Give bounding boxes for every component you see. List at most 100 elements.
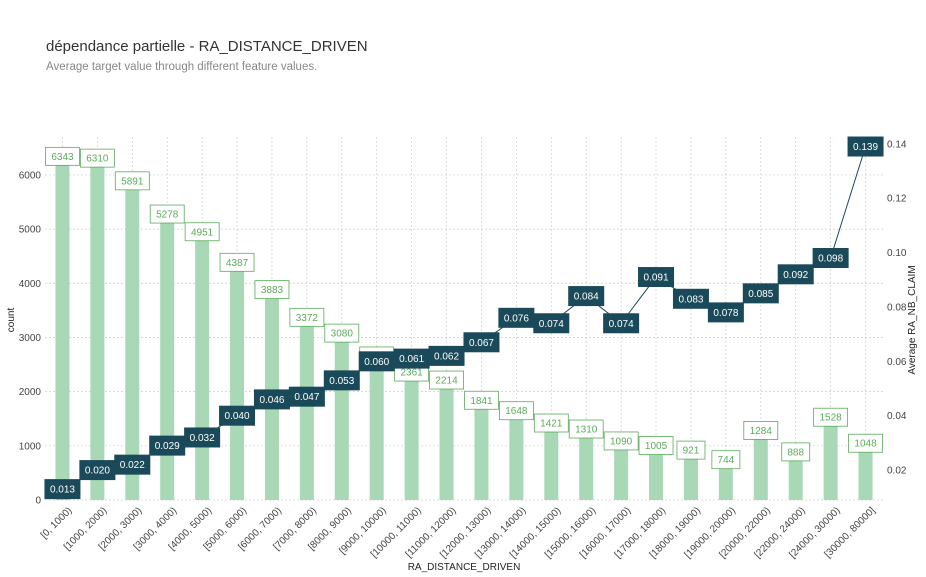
y-tick-label: 4000 <box>19 279 42 290</box>
count-label: 1841 <box>464 390 499 410</box>
svg-text:3080: 3080 <box>331 329 354 340</box>
count-label: 3080 <box>324 323 360 343</box>
svg-text:5891: 5891 <box>121 176 144 187</box>
count-label: 4951 <box>184 222 220 242</box>
svg-text:0.078: 0.078 <box>713 308 738 319</box>
svg-text:921: 921 <box>683 446 700 457</box>
x-axis-title: RA_DISTANCE_DRIVEN <box>408 562 521 573</box>
chart-title: dépendance partielle - RA_DISTANCE_DRIVE… <box>46 38 368 55</box>
svg-text:4387: 4387 <box>226 258 249 269</box>
average-label: 0.040 <box>219 405 256 426</box>
count-bar <box>614 440 629 500</box>
count-bar <box>544 423 559 500</box>
count-label: 5278 <box>149 204 185 224</box>
svg-text:0.091: 0.091 <box>644 273 669 284</box>
svg-text:0.020: 0.020 <box>85 466 110 477</box>
count-bar <box>230 262 245 500</box>
y2-tick-label: 0.08 <box>887 302 907 313</box>
svg-text:1528: 1528 <box>820 413 843 424</box>
count-label: 1090 <box>603 431 639 451</box>
y-tick-label: 0 <box>35 496 41 507</box>
svg-text:6310: 6310 <box>86 154 109 165</box>
count-label: 1048 <box>848 433 883 453</box>
y-tick-label: 1000 <box>19 441 42 452</box>
count-bar <box>683 450 698 500</box>
svg-text:4951: 4951 <box>191 227 214 238</box>
svg-text:1648: 1648 <box>505 406 528 417</box>
svg-text:0.076: 0.076 <box>504 313 529 324</box>
average-labels: 0.013 0.020 0.022 0.029 0.032 0.040 0.046 0.047… <box>44 136 884 500</box>
count-label: 4387 <box>219 252 255 272</box>
count-bar <box>509 410 524 500</box>
svg-text:5278: 5278 <box>156 210 179 221</box>
average-label: 0.053 <box>323 370 360 391</box>
count-label: 3372 <box>289 307 325 327</box>
y-tick-label: 2000 <box>19 387 42 398</box>
svg-text:0.022: 0.022 <box>120 460 145 471</box>
count-label: 3883 <box>254 280 290 300</box>
average-label: 0.092 <box>777 264 814 285</box>
count-bar <box>334 333 349 500</box>
svg-text:0.047: 0.047 <box>294 392 319 403</box>
svg-text:3883: 3883 <box>261 285 284 296</box>
svg-text:0.067: 0.067 <box>469 338 494 349</box>
average-label: 0.139 <box>847 136 884 157</box>
y2-tick-label: 0.04 <box>887 411 907 422</box>
count-label: 1528 <box>813 407 849 427</box>
y2-tick-label: 0.10 <box>887 248 907 259</box>
count-label: 6343 <box>45 146 80 166</box>
average-label: 0.047 <box>288 386 325 407</box>
count-bar <box>195 231 210 500</box>
average-label: 0.046 <box>253 389 290 410</box>
count-bar <box>299 317 314 500</box>
count-bar <box>55 156 70 501</box>
y2-tick-label: 0.06 <box>887 357 907 368</box>
y2-tick-label: 0.14 <box>887 139 907 150</box>
count-bar <box>579 429 594 500</box>
count-label: 1648 <box>498 401 534 421</box>
average-label: 0.083 <box>672 288 709 309</box>
count-label: 1421 <box>533 413 569 433</box>
y2-tick-label: 0.12 <box>887 194 907 205</box>
y2-axis-title: Average RA_NB_CLAIM <box>907 265 918 374</box>
average-label: 0.029 <box>149 435 186 456</box>
chart-subtitle: Average target value through different f… <box>46 61 318 73</box>
svg-text:888: 888 <box>787 447 804 458</box>
count-bar <box>823 417 838 500</box>
svg-text:1090: 1090 <box>610 436 633 447</box>
average-label: 0.091 <box>638 267 675 288</box>
svg-text:0.139: 0.139 <box>853 142 878 153</box>
y2-tick-label: 0.02 <box>887 466 907 477</box>
count-bar <box>404 372 419 500</box>
svg-text:1048: 1048 <box>854 439 877 450</box>
average-label: 0.084 <box>568 286 605 307</box>
count-bar <box>718 459 733 500</box>
count-bar <box>90 158 105 500</box>
count-bar <box>125 180 140 500</box>
svg-text:0.013: 0.013 <box>50 485 75 496</box>
svg-text:1421: 1421 <box>540 419 563 430</box>
count-bar <box>160 214 175 500</box>
count-label: 5891 <box>114 171 150 191</box>
count-bars <box>55 156 873 501</box>
svg-text:0.074: 0.074 <box>539 319 564 330</box>
svg-text:0.032: 0.032 <box>190 433 215 444</box>
count-label: 6310 <box>79 148 115 168</box>
count-bar <box>753 430 768 500</box>
svg-text:0.084: 0.084 <box>574 292 599 303</box>
count-bar <box>858 443 873 500</box>
svg-text:1005: 1005 <box>645 441 668 452</box>
y-tick-label: 3000 <box>19 333 42 344</box>
average-label: 0.060 <box>358 351 395 372</box>
svg-text:0.062: 0.062 <box>434 351 459 362</box>
svg-text:2361: 2361 <box>401 368 424 379</box>
svg-text:0.085: 0.085 <box>748 289 773 300</box>
svg-text:1284: 1284 <box>750 426 773 437</box>
svg-text:744: 744 <box>718 455 735 466</box>
x-tick-label: [0, 1000) <box>39 505 75 541</box>
y-axis-title: count <box>6 308 17 333</box>
count-label: 888 <box>781 442 811 462</box>
average-label: 0.022 <box>114 454 151 475</box>
svg-text:0.098: 0.098 <box>818 254 843 265</box>
